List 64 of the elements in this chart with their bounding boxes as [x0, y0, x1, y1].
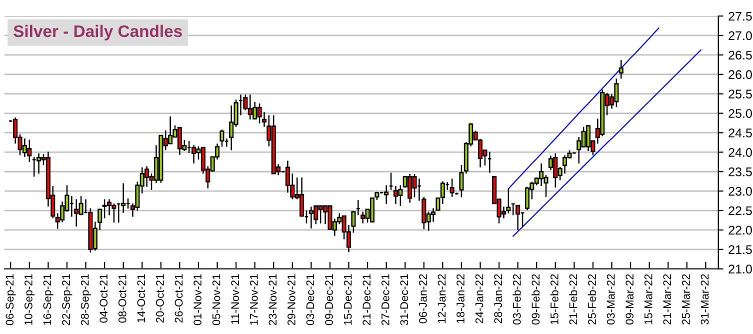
- line-series: [508, 28, 660, 190]
- candlestick: [450, 178, 454, 198]
- x-tick-label: 31-Dec-21: [400, 274, 408, 326]
- x-tick-label: 04-Oct-21: [100, 274, 108, 323]
- y-tick-label: 24.5: [728, 128, 752, 138]
- x-tick-label: 29-Nov-21: [288, 274, 296, 326]
- line-series: [512, 49, 702, 237]
- x-tick-label: 15-Mar-22: [644, 274, 652, 324]
- y-tick-label: 21.0: [728, 264, 752, 274]
- candlestick: [516, 204, 520, 231]
- x-tick-label: 09-Dec-21: [325, 274, 333, 326]
- x-tick-label: 06-Sep-21: [6, 274, 16, 326]
- x-tick-label: 15-Feb-22: [550, 274, 558, 324]
- x-tick-label: 10-Sep-21: [24, 274, 35, 325]
- y-tick-label: 26.0: [728, 70, 752, 80]
- x-tick-label: 03-Mar-22: [606, 274, 615, 325]
- x-tick-label: 28-Sep-21: [80, 274, 91, 326]
- x-tick-label: 18-Jan-22: [456, 274, 464, 323]
- y-tick-label: 21.5: [728, 245, 752, 254]
- x-tick-label: 03-Feb-22: [512, 274, 521, 325]
- x-tick-label: 24-Jan-22: [475, 274, 484, 324]
- x-tick-label: 25-Feb-22: [588, 274, 596, 324]
- x-tick-label: 31-Mar-22: [700, 274, 709, 325]
- y-tick-label: 25.5: [728, 90, 752, 98]
- x-tick-label: 22-Sep-21: [62, 274, 72, 326]
- x-tick-label: 16-Sep-21: [43, 274, 54, 325]
- candlestick: [192, 144, 196, 164]
- y-tick-label: 27.5: [728, 12, 752, 21]
- x-tick-label: 21-Mar-22: [663, 274, 672, 324]
- x-tick-label: 23-Nov-21: [268, 274, 277, 326]
- x-tick-label: 09-Feb-22: [531, 274, 540, 325]
- x-tick-label: 03-Dec-21: [306, 274, 314, 326]
- candlestick: [459, 164, 464, 198]
- y-tick-label: 22.0: [728, 226, 752, 235]
- y-tick-label: 26.5: [728, 50, 752, 60]
- x-tick-label: 11-Nov-21: [231, 274, 240, 324]
- x-tick-label: 26-Oct-21: [174, 274, 183, 323]
- candlestick: [618, 59, 624, 80]
- x-tick-label: 17-Nov-21: [250, 274, 258, 325]
- x-tick-label: 09-Mar-22: [626, 274, 634, 325]
- y-tick-label: 27.0: [728, 31, 752, 40]
- x-tick-label: 27-Dec-21: [381, 274, 390, 326]
- x-tick-label: 06-Jan-22: [419, 274, 427, 324]
- candlestick: [106, 198, 112, 216]
- x-tick-label: 25-Mar-22: [682, 274, 690, 324]
- x-tick-label: 20-Oct-21: [156, 274, 164, 323]
- x-tick-label: 12-Jan-22: [438, 274, 446, 323]
- x-tick-label: 21-Feb-22: [569, 274, 578, 324]
- x-tick-label: 28-Jan-22: [494, 274, 502, 324]
- x-tick-label: 01-Nov-21: [194, 274, 202, 326]
- y-tick-label: 25.0: [728, 109, 752, 118]
- candlestick: [220, 128, 224, 148]
- chart-title: Silver - Daily Candles: [14, 24, 182, 40]
- x-tick-label: 14-Oct-21: [137, 274, 146, 322]
- x-tick-label: 15-Dec-21: [344, 274, 352, 325]
- candlestick: [384, 184, 389, 205]
- y-tick-label: 23.5: [728, 167, 752, 176]
- x-tick-label: 05-Nov-21: [212, 274, 220, 326]
- y-tick-label: 24.0: [728, 148, 752, 157]
- y-tick-label: 23.0: [728, 186, 752, 196]
- x-tick-label: 21-Dec-21: [362, 274, 371, 326]
- y-tick-label: 22.5: [728, 206, 752, 216]
- candlestick: [370, 197, 375, 224]
- x-tick-label: 08-Oct-21: [118, 274, 126, 323]
